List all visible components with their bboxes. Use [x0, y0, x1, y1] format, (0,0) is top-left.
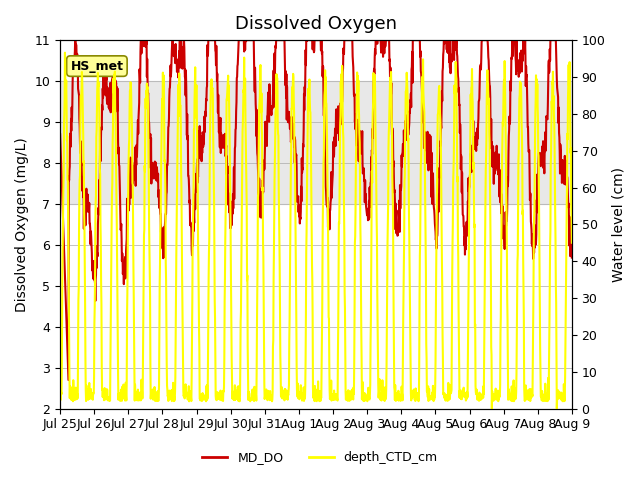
Y-axis label: Dissolved Oxygen (mg/L): Dissolved Oxygen (mg/L) [15, 137, 29, 312]
Y-axis label: Water level (cm): Water level (cm) [611, 167, 625, 282]
Bar [60, 81, 572, 204]
Title: Dissolved Oxygen: Dissolved Oxygen [235, 15, 397, 33]
Legend: MD_DO, depth_CTD_cm: MD_DO, depth_CTD_cm [197, 446, 443, 469]
Text: HS_met: HS_met [70, 60, 124, 72]
